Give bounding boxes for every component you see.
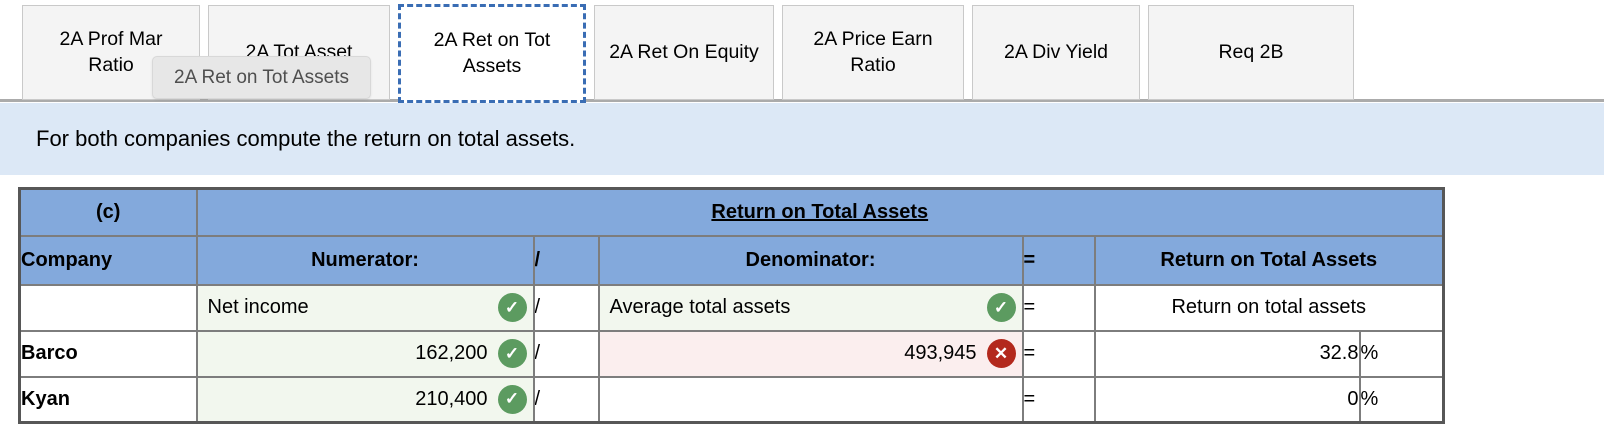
correct-icon: ✓ xyxy=(497,293,527,322)
title-row: (c) Return on Total Assets xyxy=(18,187,1445,237)
formula-row: Net income ✓ / Average total assets ✓ = … xyxy=(18,283,1445,332)
tab-tooltip: 2A Ret on Tot Assets xyxy=(152,56,371,99)
formula-result-cell: Return on total assets xyxy=(1093,283,1445,332)
equals-cell: = xyxy=(1021,329,1096,378)
instruction-text: For both companies compute the return on… xyxy=(36,126,576,151)
company-name: Barco xyxy=(18,329,198,378)
tab-label: 2A Prof Mar Ratio xyxy=(59,27,163,76)
numerator-input-cell[interactable]: 210,400 ✓ xyxy=(195,375,535,424)
formula-company-cell xyxy=(18,283,198,332)
numerator-value: 210,400 xyxy=(415,387,488,410)
tab-2a-ret-on-tot-assets[interactable]: 2A Ret on Tot Assets xyxy=(398,4,586,103)
header-row: Company Numerator: / Denominator: = Retu… xyxy=(18,234,1445,286)
header-equals: = xyxy=(1021,234,1096,286)
tab-req-2b[interactable]: Req 2B xyxy=(1148,5,1354,100)
return-on-total-assets-table: (c) Return on Total Assets Company Numer… xyxy=(18,187,1446,424)
correct-icon: ✓ xyxy=(986,293,1016,322)
tab-label: 2A Ret On Equity xyxy=(609,40,759,63)
company-name: Kyan xyxy=(18,375,198,424)
numerator-value: 162,200 xyxy=(415,342,488,364)
corner-cell: (c) xyxy=(18,187,198,237)
tab-bar: 2A Prof Mar Ratio 2A Tot Asset 2A Ret on… xyxy=(0,0,1604,103)
formula-denominator-cell[interactable]: Average total assets ✓ xyxy=(597,283,1024,332)
result-cell: 32.8 xyxy=(1093,329,1361,378)
denominator-input-cell[interactable] xyxy=(597,375,1024,424)
header-result: Return on Total Assets xyxy=(1093,234,1445,286)
percent-cell: % xyxy=(1358,329,1445,378)
header-company: Company xyxy=(18,234,198,286)
header-slash: / xyxy=(532,234,600,286)
denominator-input-cell[interactable]: 493,945 ✕ xyxy=(597,329,1024,378)
equals-cell: = xyxy=(1021,283,1096,332)
tab-2a-div-yield[interactable]: 2A Div Yield xyxy=(972,5,1140,100)
slash-cell: / xyxy=(532,375,600,424)
table-row-barco: Barco 162,200 ✓ / 493,945 ✕ = 32.8 % xyxy=(18,329,1445,378)
result-cell: 0 xyxy=(1093,375,1361,424)
tab-2a-ret-on-equity[interactable]: 2A Ret On Equity xyxy=(594,5,774,100)
equals-cell: = xyxy=(1021,375,1096,424)
correct-icon: ✓ xyxy=(497,384,527,414)
header-denominator: Denominator: xyxy=(597,234,1024,286)
tab-label: 2A Div Yield xyxy=(1003,40,1109,63)
percent-cell: % xyxy=(1358,375,1445,424)
slash-cell: / xyxy=(532,283,600,332)
tab-strip: 2A Prof Mar Ratio 2A Tot Asset 2A Ret on… xyxy=(22,4,1354,103)
table-row-kyan: Kyan 210,400 ✓ / = 0 % xyxy=(18,375,1445,424)
slash-cell: / xyxy=(532,329,600,378)
ratio-table-container: (c) Return on Total Assets Company Numer… xyxy=(18,187,1604,424)
header-numerator: Numerator: xyxy=(195,234,535,286)
numerator-input-cell[interactable]: 162,200 ✓ xyxy=(195,329,535,378)
tab-label: 2A Price Earn Ratio xyxy=(813,27,933,76)
correct-icon: ✓ xyxy=(497,339,527,368)
instruction-banner: For both companies compute the return on… xyxy=(0,103,1604,175)
table-title: Return on Total Assets xyxy=(195,187,1445,237)
incorrect-icon: ✕ xyxy=(986,339,1016,368)
denominator-label: Average total assets xyxy=(609,296,791,318)
numerator-label: Net income xyxy=(207,296,309,318)
tab-label: Req 2B xyxy=(1218,40,1284,63)
denominator-value: 493,945 xyxy=(904,342,977,364)
tab-2a-price-earn-ratio[interactable]: 2A Price Earn Ratio xyxy=(782,5,964,100)
tabbar-underline xyxy=(0,99,1604,102)
tab-label: 2A Ret on Tot Assets xyxy=(433,28,551,77)
formula-numerator-cell[interactable]: Net income ✓ xyxy=(195,283,535,332)
